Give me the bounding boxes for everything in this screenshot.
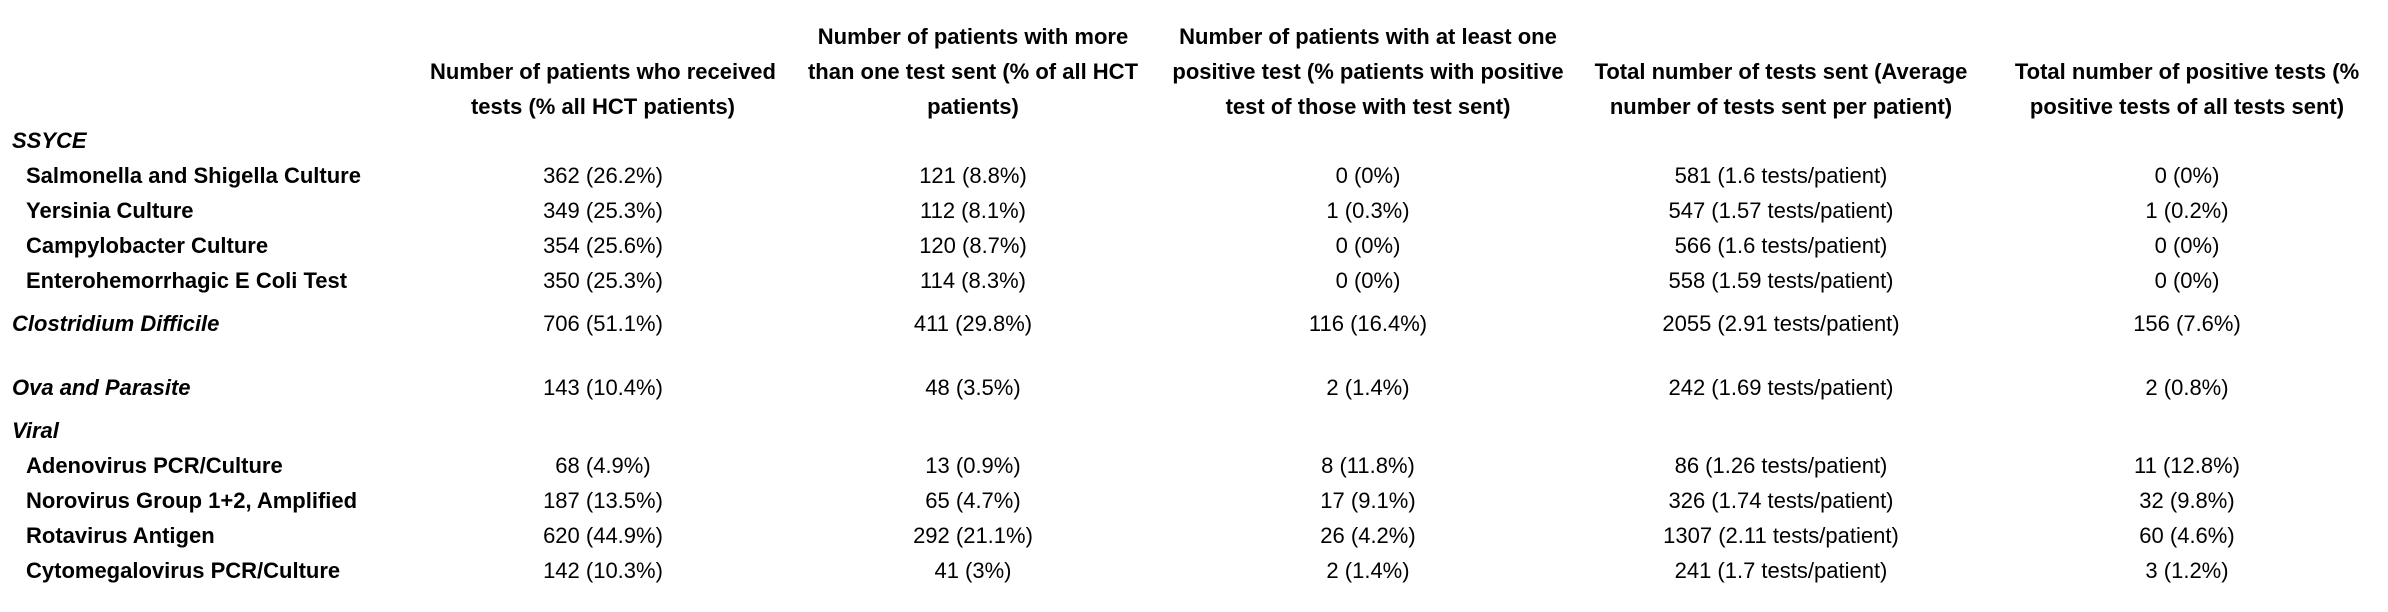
total-tests-cell: 2055 (2.91 tests/patient) — [1662, 311, 1900, 336]
patients-positive-cell: 1 (0.3%) — [1326, 197, 1410, 223]
group-row-ssyce: SSYCE — [0, 124, 2388, 158]
total-positive-cell: 11 (12.8%) — [2134, 452, 2240, 478]
group-label-ssyce: SSYCE — [12, 128, 87, 153]
group-row-viral: Viral — [0, 414, 2388, 448]
table-row-ova-and-parasite: Ova and Parasite 143 (10.4%) 48 (3.5%) 2… — [0, 362, 2388, 414]
table-row: Salmonella and Shigella Culture 362 (26.… — [0, 158, 2388, 193]
table-body: SSYCE Salmonella and Shigella Culture 36… — [0, 124, 2388, 588]
table-row: Yersinia Culture 349 (25.3%) 112 (8.1%) … — [0, 193, 2388, 228]
total-tests-cell: 326 (1.74 tests/patient) — [1668, 487, 1894, 513]
total-tests-cell: 547 (1.57 tests/patient) — [1668, 197, 1894, 223]
empty-cell — [1986, 124, 2388, 158]
header-blank — [0, 0, 420, 124]
patients-multiple-cell: 13 (0.9%) — [925, 452, 1021, 478]
patients-positive-cell: 2 (1.4%) — [1326, 375, 1410, 400]
patients-positive-cell: 26 (4.2%) — [1320, 522, 1416, 548]
patients-positive-cell: 2 (1.4%) — [1326, 557, 1410, 583]
patients-tested-cell: 706 (51.1%) — [543, 311, 663, 336]
patients-multiple-cell: 112 (8.1%) — [920, 197, 1026, 223]
total-positive-cell: 0 (0%) — [2154, 232, 2220, 258]
header-total-positive: Total number of positive tests (% positi… — [2014, 59, 2360, 119]
table-row: Norovirus Group 1+2, Amplified 187 (13.5… — [0, 483, 2388, 518]
empty-cell — [1576, 124, 1986, 158]
total-positive-cell: 156 (7.6%) — [2133, 311, 2241, 336]
test-name: Enterohemorrhagic E Coli Test — [26, 267, 348, 293]
patients-tested-cell: 349 (25.3%) — [543, 197, 663, 223]
total-positive-cell: 2 (0.8%) — [2145, 375, 2229, 400]
test-name: Yersinia Culture — [26, 197, 194, 223]
total-tests-cell: 566 (1.6 tests/patient) — [1674, 232, 1888, 258]
total-positive-cell: 0 (0%) — [2154, 162, 2220, 188]
empty-cell — [420, 124, 786, 158]
total-tests-cell: 241 (1.7 tests/patient) — [1674, 557, 1888, 583]
patients-tested-cell: 362 (26.2%) — [543, 162, 663, 188]
total-positive-cell: 1 (0.2%) — [2145, 197, 2229, 223]
patients-multiple-cell: 41 (3%) — [934, 557, 1012, 583]
table-row: Adenovirus PCR/Culture 68 (4.9%) 13 (0.9… — [0, 448, 2388, 483]
total-tests-cell: 581 (1.6 tests/patient) — [1674, 162, 1888, 188]
patients-tested-cell: 350 (25.3%) — [543, 267, 663, 293]
patients-tested-cell: 620 (44.9%) — [543, 522, 663, 548]
spacer-cell — [0, 350, 2388, 362]
test-name: Norovirus Group 1+2, Amplified — [26, 487, 358, 513]
patients-multiple-cell: 48 (3.5%) — [925, 375, 1021, 400]
empty-cell — [1576, 414, 1986, 448]
patients-positive-cell: 0 (0%) — [1335, 267, 1401, 293]
test-name: Cytomegalovirus PCR/Culture — [26, 557, 341, 583]
total-positive-cell: 60 (4.6%) — [2139, 522, 2235, 548]
total-tests-cell: 558 (1.59 tests/patient) — [1668, 267, 1894, 293]
patients-multiple-cell: 120 (8.7%) — [919, 232, 1027, 258]
total-tests-cell: 1307 (2.11 tests/patient) — [1663, 522, 1899, 548]
table-row: Campylobacter Culture 354 (25.6%) 120 (8… — [0, 228, 2388, 263]
header-patients-positive: Number of patients with at least one pos… — [1172, 24, 1564, 119]
patients-multiple-cell: 411 (29.8%) — [913, 311, 1033, 336]
empty-cell — [1160, 414, 1576, 448]
patients-positive-cell: 116 (16.4%) — [1308, 311, 1428, 336]
empty-cell — [786, 414, 1160, 448]
group-label-ova-and-parasite: Ova and Parasite — [12, 375, 191, 400]
header-total-tests: Total number of tests sent (Average numb… — [1594, 59, 1968, 119]
empty-cell — [420, 414, 786, 448]
patients-tested-cell: 142 (10.3%) — [543, 557, 663, 583]
patients-multiple-cell: 114 (8.3%) — [920, 267, 1026, 293]
patients-multiple-cell: 292 (21.1%) — [913, 522, 1033, 548]
total-positive-cell: 0 (0%) — [2154, 267, 2220, 293]
test-name: Campylobacter Culture — [26, 232, 269, 258]
header-row: Number of patients who received tests (%… — [0, 0, 2388, 124]
total-tests-cell: 242 (1.69 tests/patient) — [1668, 375, 1894, 400]
empty-cell — [1160, 124, 1576, 158]
header-patients-multiple-tests: Number of patients with more than one te… — [807, 24, 1139, 119]
patients-tested-cell: 187 (13.5%) — [543, 487, 663, 513]
total-tests-cell: 86 (1.26 tests/patient) — [1674, 452, 1888, 478]
patients-positive-cell: 8 (11.8%) — [1321, 452, 1415, 478]
test-name: Rotavirus Antigen — [26, 522, 215, 548]
table-row: Cytomegalovirus PCR/Culture 142 (10.3%) … — [0, 553, 2388, 588]
group-label-viral: Viral — [12, 418, 59, 443]
patients-tested-cell: 68 (4.9%) — [555, 452, 651, 478]
patients-positive-cell: 0 (0%) — [1335, 162, 1401, 188]
test-name: Adenovirus PCR/Culture — [26, 452, 283, 478]
table-header: Number of patients who received tests (%… — [0, 0, 2388, 124]
patients-positive-cell: 0 (0%) — [1335, 232, 1401, 258]
row-spacer — [0, 350, 2388, 362]
stool-test-results-table: Number of patients who received tests (%… — [0, 0, 2388, 588]
total-positive-cell: 32 (9.8%) — [2139, 487, 2235, 513]
patients-tested-cell: 354 (25.6%) — [543, 232, 663, 258]
header-patients-tested: Number of patients who received tests (%… — [430, 59, 776, 119]
empty-cell — [1986, 414, 2388, 448]
test-name: Salmonella and Shigella Culture — [26, 162, 361, 188]
empty-cell — [786, 124, 1160, 158]
patients-multiple-cell: 121 (8.8%) — [919, 162, 1027, 188]
patients-positive-cell: 17 (9.1%) — [1320, 487, 1416, 513]
table-row: Enterohemorrhagic E Coli Test 350 (25.3%… — [0, 263, 2388, 298]
total-positive-cell: 3 (1.2%) — [2145, 557, 2229, 583]
table-row-clostridium-difficile: Clostridium Difficile 706 (51.1%) 411 (2… — [0, 298, 2388, 350]
table-row: Rotavirus Antigen 620 (44.9%) 292 (21.1%… — [0, 518, 2388, 553]
group-label-clostridium-difficile: Clostridium Difficile — [12, 311, 220, 336]
patients-multiple-cell: 65 (4.7%) — [925, 487, 1021, 513]
patients-tested-cell: 143 (10.4%) — [543, 375, 663, 400]
